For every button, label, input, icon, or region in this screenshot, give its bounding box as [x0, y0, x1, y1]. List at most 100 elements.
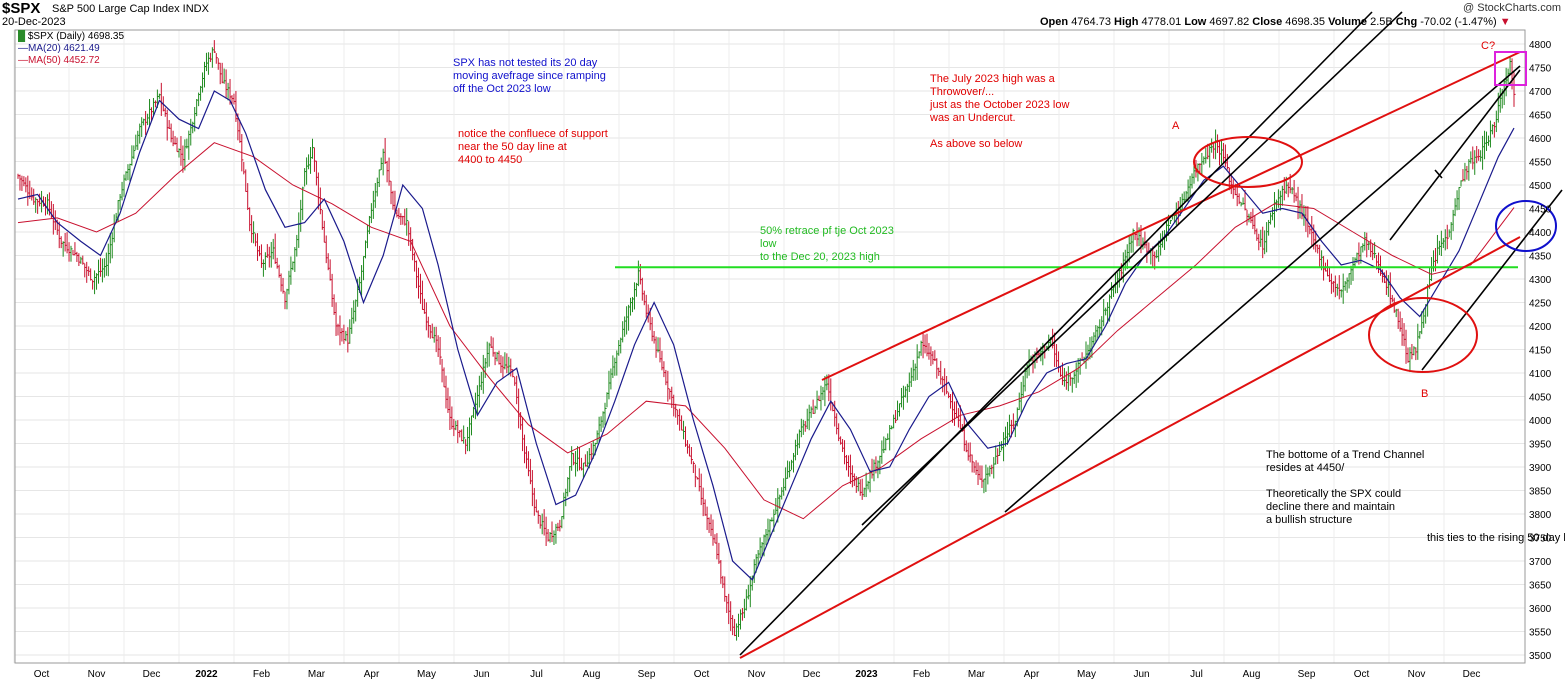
legend-price: █ $SPX (Daily) 4698.35 [18, 31, 125, 42]
x-tick-label: Oct [34, 669, 50, 680]
y-tick-label: 4100 [1529, 369, 1552, 380]
y-tick-label: 3900 [1529, 463, 1552, 474]
x-tick-label: Sep [1298, 669, 1316, 680]
y-tick-label: 3600 [1529, 604, 1552, 615]
black-channel-4 [1389, 69, 1521, 241]
x-tick-label: Dec [1463, 669, 1481, 680]
x-tick-label: Aug [583, 669, 601, 680]
black-channel-1 [739, 11, 1373, 656]
label-c: C? [1481, 40, 1496, 52]
x-tick-label: Apr [1024, 669, 1040, 680]
down-arrow-icon: ▼ [1499, 16, 1511, 28]
black-channel-3 [1004, 65, 1521, 513]
y-tick-label: 4550 [1529, 158, 1552, 169]
y-tick-label: 4500 [1529, 181, 1552, 192]
plot-frame [14, 29, 1526, 664]
y-tick-label: 3500 [1529, 651, 1552, 662]
trendline-drawings [615, 11, 1563, 659]
y-axis-labels: 3500 3550 3600 3650 3700 3750 3800 3850 3900 3950… [1529, 40, 1552, 662]
black-channel-5 [1421, 189, 1563, 371]
ellipse-b [1368, 297, 1478, 373]
x-tick-label: Oct [1354, 669, 1370, 680]
price-bars [17, 40, 1516, 641]
chart-date: 20-Dec-2023 [2, 16, 66, 28]
x-tick-label: Jun [473, 669, 489, 680]
open-value: 4764.73 [1071, 16, 1111, 28]
x-tick-label: May [417, 669, 436, 680]
black-channel-2 [861, 11, 1403, 526]
x-tick-label: Mar [308, 669, 326, 680]
annotation-throwover-note: The July 2023 high was a Throwover/... j… [930, 73, 1070, 150]
y-tick-label: 3650 [1529, 581, 1552, 592]
legend-ma20: —MA(20) 4621.49 [18, 43, 100, 54]
red-channel-lower [739, 236, 1521, 659]
y-tick-label: 4600 [1529, 134, 1552, 145]
high-value: 4778.01 [1141, 16, 1182, 28]
black-tick-mark [1434, 169, 1443, 179]
x-tick-label: Dec [143, 669, 161, 680]
x-tick-label: Dec [803, 669, 821, 680]
y-tick-label: 4400 [1529, 228, 1552, 239]
y-tick-label: 4050 [1529, 393, 1552, 404]
legend-ma50: —MA(50) 4452.72 [18, 55, 100, 66]
x-tick-label: Feb [253, 669, 271, 680]
vertical-gridlines [13, 30, 1445, 663]
y-tick-label: 3950 [1529, 440, 1552, 451]
y-tick-label: 4800 [1529, 40, 1552, 51]
x-tick-label: 2023 [855, 669, 878, 680]
y-tick-label: 4750 [1529, 64, 1552, 75]
x-tick-label: Jul [1190, 669, 1203, 680]
y-tick-label: 3550 [1529, 628, 1552, 639]
chg-value: -70.02 (-1.47%) [1420, 16, 1497, 28]
label-b: B [1421, 388, 1429, 400]
annotation-ties-note: this ties to the rising 50 day li [1427, 532, 1565, 544]
box-c [1494, 51, 1527, 86]
y-tick-label: 4700 [1529, 87, 1552, 98]
y-tick-label: 4300 [1529, 275, 1552, 286]
annotation-confluence-note: notice the confluece of support near the… [458, 128, 608, 166]
source-credit: @ StockCharts.com [1463, 2, 1561, 14]
open-label: Open [1040, 16, 1069, 28]
y-tick-label: 4200 [1529, 322, 1552, 333]
annotation-20day-note: SPX has not tested its 20 day moving ave… [453, 57, 606, 95]
y-tick-label: 4250 [1529, 299, 1552, 310]
x-axis-labels: Oct Nov Dec 2022 Feb Mar Apr May Jun Jul Aug Sep Oct… [34, 669, 1481, 680]
x-tick-label: Apr [364, 669, 380, 680]
y-tick-label: 4000 [1529, 416, 1552, 427]
ma20-line [17, 90, 1515, 581]
y-tick-label: 4450 [1529, 205, 1552, 216]
index-name: S&P 500 Large Cap Index INDX [52, 3, 209, 15]
x-tick-label: 2022 [195, 669, 218, 680]
ellipse-a [1193, 136, 1303, 188]
close-value: 4698.35 [1285, 16, 1326, 28]
x-tick-label: Oct [694, 669, 710, 680]
y-tick-label: 4350 [1529, 252, 1552, 263]
chg-label: Chg [1395, 16, 1418, 28]
horizontal-gridlines [15, 43, 1525, 656]
close-label: Close [1252, 16, 1283, 28]
low-value: 4697.82 [1209, 16, 1250, 28]
ellipse-blue [1495, 200, 1557, 252]
x-tick-label: Jul [530, 669, 543, 680]
x-tick-label: Feb [913, 669, 931, 680]
y-tick-label: 3750 [1529, 534, 1552, 545]
y-tick-label: 3800 [1529, 510, 1552, 521]
x-tick-label: Nov [1408, 669, 1426, 680]
annotation-retrace-note: 50% retrace pf tje Oct 2023 low to the D… [760, 225, 894, 263]
x-tick-label: Sep [638, 669, 656, 680]
y-tick-label: 4650 [1529, 111, 1552, 122]
x-tick-label: Aug [1243, 669, 1261, 680]
ohlc-readout: Open 4764.73 High 4778.01 Low 4697.82 Cl… [1040, 16, 1511, 28]
x-tick-label: Nov [88, 669, 106, 680]
low-label: Low [1184, 16, 1207, 28]
annotation-trend-channel-note: The bottome of a Trend Channel resides a… [1266, 449, 1425, 526]
y-tick-label: 4150 [1529, 346, 1552, 357]
x-tick-label: Jun [1133, 669, 1149, 680]
y-tick-label: 3850 [1529, 487, 1552, 498]
high-label: High [1114, 16, 1139, 28]
x-tick-label: May [1077, 669, 1096, 680]
label-a: A [1172, 120, 1180, 132]
y-tick-label: 3700 [1529, 557, 1552, 568]
volume-value: 2.5B [1370, 16, 1393, 28]
